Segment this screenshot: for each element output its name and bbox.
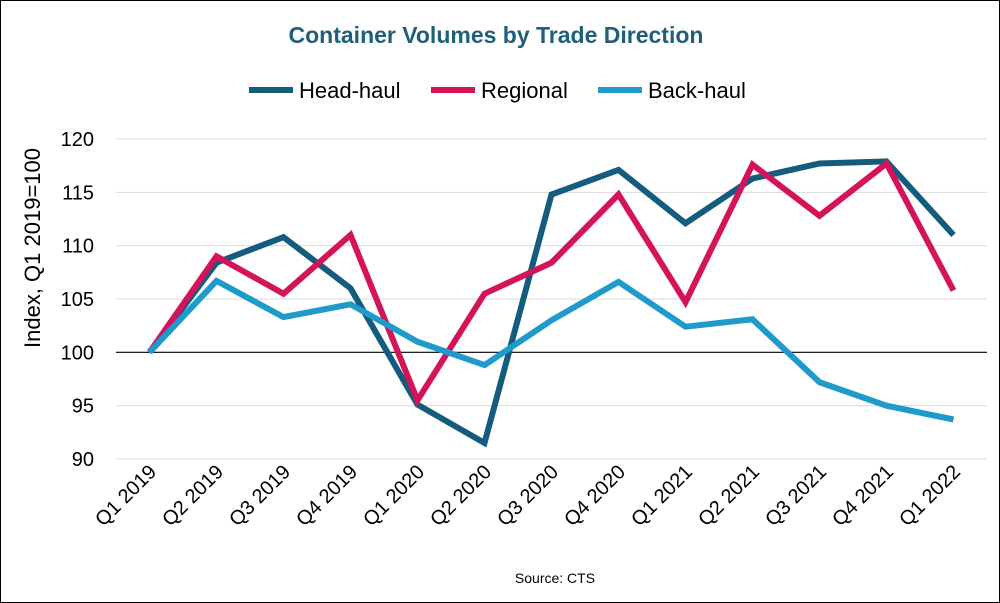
x-tick-label: Q3 2021 (761, 461, 831, 531)
y-tick-label: 100 (61, 342, 94, 364)
y-axis-label: Index, Q1 2019=100 (20, 148, 45, 348)
y-axis-ticks: 90 95 100 105 110 115 120 (61, 129, 94, 471)
y-tick-label: 120 (61, 129, 94, 151)
x-tick-label: Q4 2019 (292, 461, 362, 531)
series-lines (147, 158, 957, 448)
x-tick-label: Q2 2021 (694, 461, 764, 531)
chart-title: Container Volumes by Trade Direction (289, 22, 704, 48)
y-tick-label: 115 (62, 182, 94, 204)
source-note: Source: CTS (515, 570, 595, 586)
legend: Head-haul Regional Back-haul (249, 78, 746, 103)
legend-label: Head-haul (299, 78, 401, 103)
legend-item-regional: Regional (431, 78, 568, 103)
x-tick-label: Q1 2019 (91, 461, 161, 531)
x-tick-label: Q4 2021 (828, 461, 898, 531)
series-line-back-haul (147, 277, 955, 423)
x-tick-label: Q3 2019 (225, 461, 295, 531)
series-line-regional (147, 158, 957, 407)
y-tick-label: 95 (72, 396, 94, 418)
x-tick-label: Q4 2020 (560, 461, 630, 531)
y-tick-label: 105 (61, 289, 94, 311)
series-line-head-haul (147, 158, 956, 448)
legend-item-back-haul: Back-haul (598, 78, 746, 103)
legend-item-head-haul: Head-haul (249, 78, 401, 103)
x-tick-label: Q1 2020 (359, 461, 429, 531)
legend-label: Back-haul (648, 78, 746, 103)
x-tick-label: Q1 2021 (627, 461, 697, 531)
legend-label: Regional (481, 78, 568, 103)
x-tick-label: Q2 2019 (158, 461, 228, 531)
x-tick-label: Q2 2020 (426, 461, 496, 531)
y-tick-label: 90 (72, 449, 94, 471)
y-tick-label: 110 (62, 236, 94, 258)
x-tick-label: Q3 2020 (493, 461, 563, 531)
x-tick-label: Q1 2022 (895, 461, 965, 531)
